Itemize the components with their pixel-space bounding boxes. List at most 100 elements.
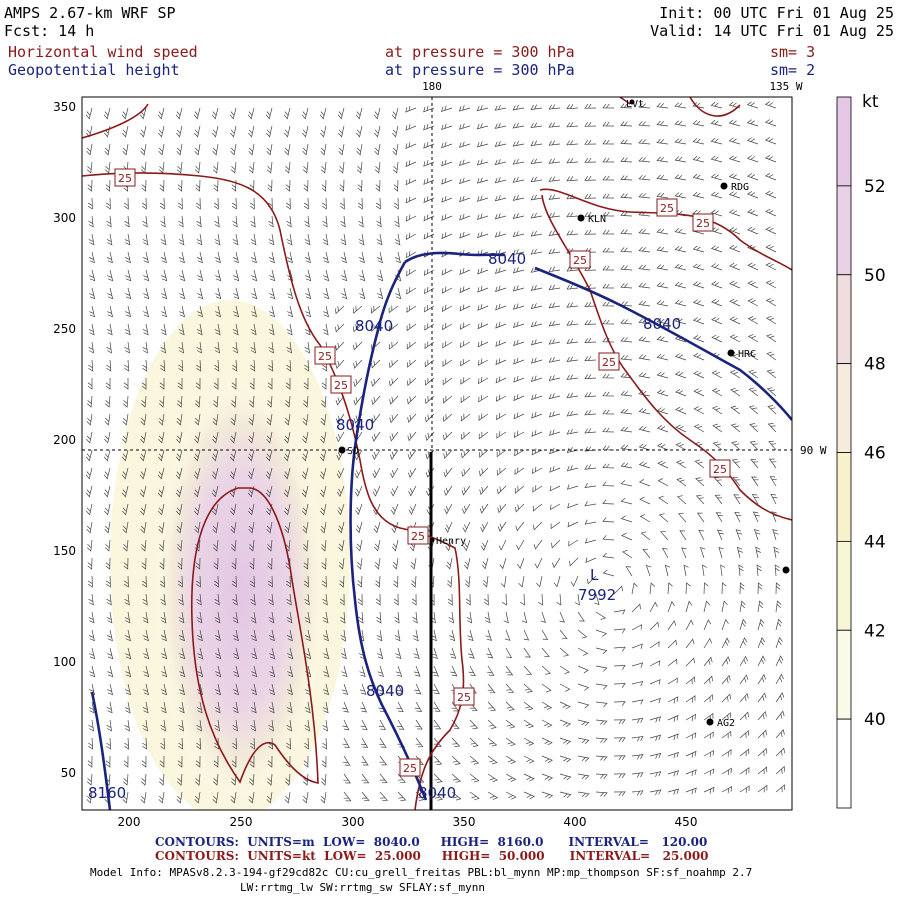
wind-barb [388, 305, 399, 314]
wind-barb [304, 341, 310, 354]
height-contour-8040-east [534, 266, 792, 421]
wind-barb [424, 359, 435, 368]
wind-barb [513, 375, 525, 383]
wind-barb [232, 719, 238, 732]
wind-barb [674, 263, 687, 271]
wind-barb [548, 338, 561, 345]
wind-barb [541, 629, 549, 640]
wind-barb [374, 143, 381, 156]
wind-barb [656, 335, 669, 343]
wind-barb [122, 539, 129, 552]
wind-barb [683, 564, 689, 577]
wind-barb [521, 611, 528, 624]
wind-barb [638, 174, 651, 181]
wind-barb [710, 191, 723, 199]
wind-barb [496, 431, 507, 439]
wind-barb [584, 139, 597, 145]
wind-barb [531, 448, 543, 456]
wind-barb [657, 460, 669, 469]
wind-barb [284, 413, 291, 426]
wind-label-box [330, 375, 352, 394]
wind-barb [495, 340, 507, 347]
wind-barb [303, 557, 309, 570]
colorbar-swatch [836, 629, 852, 720]
wind-barb [485, 629, 492, 642]
wind-barb [749, 423, 759, 433]
wind-barb [566, 484, 579, 490]
wind-barb [160, 701, 167, 714]
wind-barb [775, 765, 786, 775]
wind-barb [642, 548, 651, 559]
wind-barb [286, 611, 293, 624]
wind-barb [250, 233, 257, 246]
wind-barb [559, 647, 570, 657]
wind-barb [408, 485, 417, 497]
wind-barb [469, 791, 480, 801]
wind-barb [703, 731, 714, 739]
wind-barb [302, 791, 309, 804]
wind-barb [482, 575, 489, 588]
wind-barb [232, 737, 238, 750]
wind-barb [767, 423, 777, 433]
wind-barb [213, 197, 219, 210]
wind-barb [449, 629, 456, 642]
wind-barb [106, 593, 112, 606]
wind-barb [548, 302, 561, 309]
wind-barb [214, 611, 221, 624]
wind-barb [460, 395, 471, 404]
wind-barb [193, 107, 201, 120]
wind-barb [541, 773, 554, 781]
shade-core [155, 380, 325, 800]
wind-barb [442, 341, 453, 349]
wind-barb [513, 394, 525, 402]
wind-barb [121, 449, 129, 462]
wind-barb [320, 161, 327, 174]
wind-barb [249, 395, 255, 408]
wind-barb [124, 323, 131, 336]
wind-barb [193, 449, 201, 462]
wind-label: 25 [713, 463, 727, 476]
wind-barb [512, 231, 525, 238]
wind-barb [681, 547, 687, 559]
wind-barb [584, 302, 597, 307]
wind-contour-top [619, 97, 741, 117]
wind-barb [479, 503, 489, 514]
wind-barb [142, 575, 147, 588]
x-tick-label: 400 [564, 815, 587, 829]
wind-barb [140, 413, 147, 426]
wind-barb [397, 773, 406, 784]
wind-barb [87, 773, 93, 786]
wind-label-box [314, 346, 336, 365]
wind-barb [466, 611, 473, 624]
wind-barb [512, 303, 525, 310]
wind-barb [415, 737, 424, 748]
colorbar-label: 46 [864, 444, 886, 464]
wind-barb [125, 305, 131, 318]
wind-barb [233, 287, 240, 300]
wind-barb [86, 143, 93, 156]
wind-barb [531, 411, 543, 419]
wind-barb [494, 159, 507, 166]
wind-barb [178, 233, 185, 246]
wind-barb [731, 441, 741, 451]
wind-barb [267, 378, 273, 390]
wind-label-box [399, 758, 421, 777]
wind-barb [158, 431, 165, 444]
field1-level: at pressure = 300 hPa [385, 43, 575, 61]
wind-barb [625, 566, 633, 577]
wind-barb [765, 298, 777, 307]
wind-barb [250, 575, 255, 588]
wind-barb [512, 267, 525, 274]
wind-barb [494, 213, 507, 220]
wind-barb [494, 267, 507, 274]
wind-barb [451, 791, 462, 801]
wind-barb [577, 791, 590, 798]
wind-barb [89, 647, 96, 660]
wind-barb [459, 322, 471, 330]
wind-barb [336, 467, 345, 479]
wind-barb [749, 441, 759, 451]
wind-barb [212, 539, 219, 552]
wind-barb [441, 304, 453, 312]
wind-barb [730, 387, 741, 397]
wind-barb [566, 104, 579, 110]
